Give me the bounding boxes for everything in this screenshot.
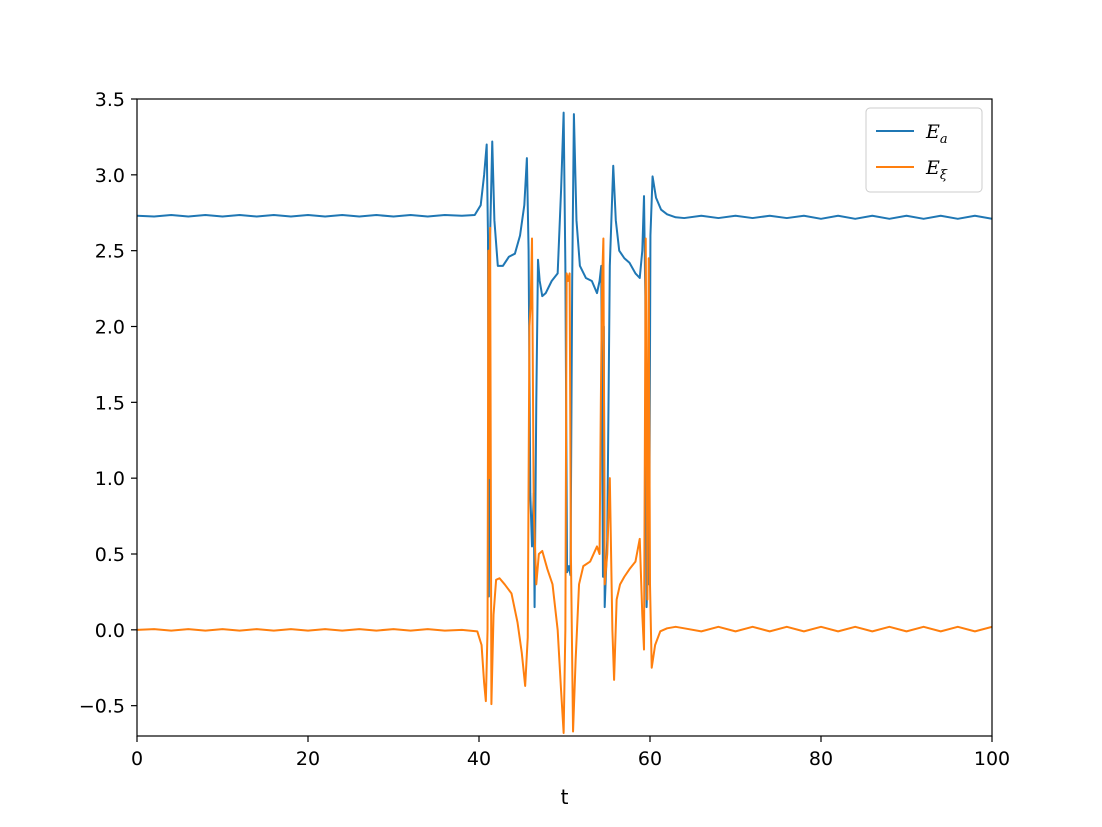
x-tick-label: 60 bbox=[638, 748, 662, 770]
x-tick-label: 40 bbox=[467, 748, 491, 770]
legend: Ea Eξ bbox=[865, 107, 983, 193]
y-tick-label: 2.5 bbox=[95, 241, 125, 263]
legend-box bbox=[865, 107, 983, 193]
x-tick-label: 20 bbox=[296, 748, 320, 770]
y-axis: −0.5 0.0 0.5 1.0 1.5 2.0 2.5 3.0 3.5 bbox=[79, 89, 137, 718]
x-tick-label: 0 bbox=[131, 748, 143, 770]
x-tick-label: 80 bbox=[809, 748, 833, 770]
x-axis-label: t bbox=[561, 785, 569, 809]
y-tick-label: 1.0 bbox=[95, 468, 125, 490]
series-line-1 bbox=[137, 226, 992, 734]
y-tick-label: 0.5 bbox=[95, 544, 125, 566]
legend-label-1: Eξ bbox=[925, 157, 948, 183]
y-tick-label: 2.0 bbox=[95, 317, 125, 339]
legend-label-0: Ea bbox=[925, 121, 948, 147]
series-line-0 bbox=[137, 111, 992, 609]
axes-frame bbox=[136, 98, 993, 737]
y-tick-label: 3.0 bbox=[95, 165, 125, 187]
x-tick-label: 100 bbox=[974, 748, 1010, 770]
y-tick-label: 0.0 bbox=[95, 620, 125, 642]
y-tick-label: −0.5 bbox=[79, 696, 125, 718]
y-tick-label: 1.5 bbox=[95, 392, 125, 414]
series-layer bbox=[137, 111, 992, 734]
x-axis: 0 20 40 60 80 100 bbox=[131, 736, 1010, 770]
y-tick-label: 3.5 bbox=[95, 89, 125, 111]
